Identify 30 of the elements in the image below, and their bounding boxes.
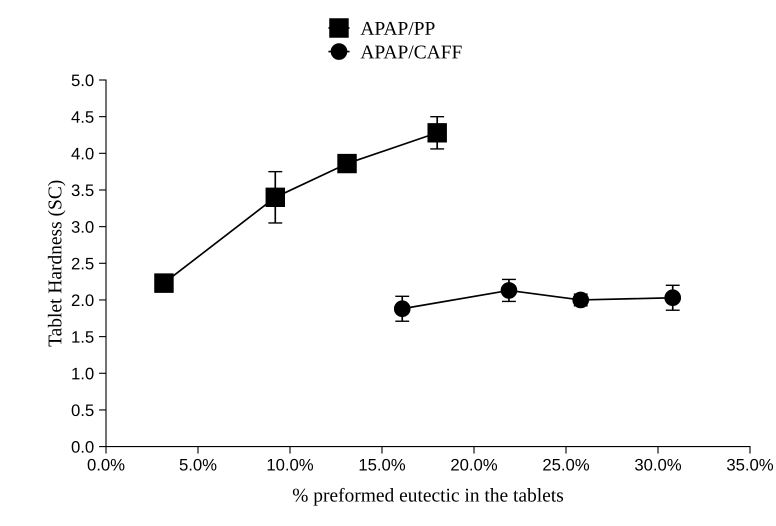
y-tick-label: 1.5 xyxy=(72,331,94,343)
x-axis-title: % preformed eutectic in the tablets xyxy=(292,488,564,506)
point xyxy=(664,289,682,306)
x-tick-label: 35.0% xyxy=(727,458,774,471)
y-axis-title: Tablet Hardness (SC) xyxy=(48,180,66,347)
x-tick-label: 25.0% xyxy=(543,458,590,471)
x-tick-label: 5.0% xyxy=(180,458,216,471)
x-tick-label: 10.0% xyxy=(268,458,314,471)
x-tick-label: 0.0% xyxy=(88,458,124,471)
point xyxy=(427,123,447,143)
point xyxy=(154,273,174,293)
y-tick-label: 0.0 xyxy=(72,441,94,453)
legend-label: APAP/PP xyxy=(360,22,435,35)
x-tick-label: 15.0% xyxy=(360,458,406,471)
point xyxy=(394,300,411,318)
y-tick-label: 3.0 xyxy=(72,221,94,233)
point xyxy=(266,188,286,208)
y-tick-label: 2.0 xyxy=(72,294,94,306)
y-tick-label: 2.5 xyxy=(72,258,94,270)
y-tick-label: 3.5 xyxy=(72,184,94,196)
x-tick-label: 20.0% xyxy=(451,458,498,471)
y-tick-label: 5.0 xyxy=(72,74,94,86)
y-tick-label: 4.0 xyxy=(71,148,94,160)
legend-label: APAP/CAFF xyxy=(360,45,462,59)
x-tick-label: 30.0% xyxy=(635,458,682,471)
y-tick-label: 1.0 xyxy=(72,368,94,380)
point xyxy=(337,154,357,174)
point xyxy=(500,282,518,299)
y-tick-label: 4.5 xyxy=(71,111,94,123)
y-tick-label: 0.5 xyxy=(72,404,94,416)
